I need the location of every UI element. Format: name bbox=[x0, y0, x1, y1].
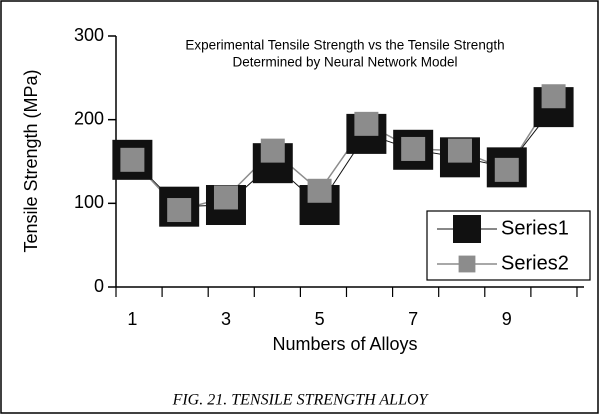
marker bbox=[260, 138, 285, 163]
marker bbox=[541, 84, 566, 109]
y-tick-label: 0 bbox=[94, 276, 104, 296]
x-tick-label: 3 bbox=[221, 309, 231, 329]
legend-label: Series1 bbox=[501, 217, 569, 239]
marker bbox=[120, 147, 145, 172]
y-tick-label: 100 bbox=[74, 192, 104, 212]
marker bbox=[494, 157, 519, 182]
legend-label: Series2 bbox=[501, 252, 569, 274]
marker bbox=[354, 111, 379, 136]
series-line bbox=[131, 95, 555, 211]
legend-marker bbox=[453, 215, 481, 243]
marker bbox=[167, 198, 192, 223]
marker bbox=[447, 138, 472, 163]
marker bbox=[213, 185, 238, 210]
y-axis-label: Tensile Strength (MPa) bbox=[21, 69, 41, 252]
chart-title: Determined by Neural Network Model bbox=[232, 55, 457, 70]
y-tick-label: 300 bbox=[74, 25, 104, 45]
y-tick-label: 200 bbox=[74, 108, 104, 128]
x-tick-label: 9 bbox=[502, 309, 512, 329]
x-tick-label: 7 bbox=[408, 309, 418, 329]
x-axis-label: Numbers of Alloys bbox=[272, 334, 417, 354]
marker bbox=[307, 178, 332, 203]
series-line bbox=[132, 106, 554, 208]
chart-title: Experimental Tensile Strength vs the Ten… bbox=[185, 38, 504, 53]
legend-marker bbox=[458, 255, 476, 273]
x-tick-label: 5 bbox=[315, 309, 325, 329]
x-tick-label: 1 bbox=[127, 309, 137, 329]
marker bbox=[401, 136, 426, 161]
caption: FIG. 21. TENSILE STRENGTH ALLOY bbox=[172, 392, 430, 409]
